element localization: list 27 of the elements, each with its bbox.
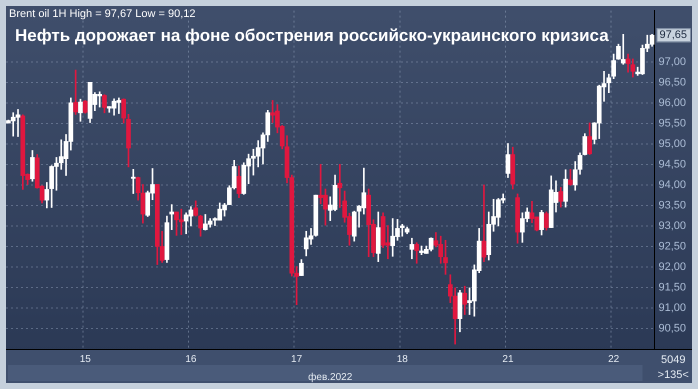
y-tick-label: 93,50 [658, 199, 686, 212]
x-tick-label: 15 [80, 354, 92, 365]
y-tick-label: 94,00 [658, 178, 686, 191]
text: >135< [658, 369, 689, 382]
y-tick-label: 95,50 [658, 117, 686, 130]
x-tick-label: 21 [502, 354, 514, 365]
y-tick-label: 90,50 [658, 322, 686, 335]
chart-subtitle: Brent oil 1H High = 97,67 Low = 90,12 [9, 8, 196, 20]
y-tick-label: 93,00 [658, 220, 686, 232]
x-tick-label: 22 [608, 354, 620, 365]
text: 5049 [660, 354, 686, 366]
y-tick-label: 92,50 [658, 240, 686, 252]
y-tick-label: 91,00 [658, 302, 686, 314]
x-tick-label: 18 [396, 354, 408, 365]
y-tick-label: 94,50 [658, 158, 686, 170]
y-tick-label: 91,50 [658, 282, 686, 294]
x-axis-title: фев.2022 [308, 372, 353, 383]
y-tick-label: 92,00 [658, 260, 686, 273]
x-tick-label: 17 [291, 354, 303, 365]
y-tick-label: 96,50 [658, 76, 686, 88]
y-tick-label: 95,00 [658, 138, 686, 150]
y-tick-label: 97,00 [658, 56, 686, 68]
candlestick [482, 184, 486, 262]
text: Нефть дорожает на фоне обострения российско-украинского кризиса [15, 26, 609, 46]
y-tick-label: 96,00 [658, 96, 686, 109]
x-tick-label: 16 [185, 354, 197, 365]
annotation: 97,65 [659, 29, 688, 42]
